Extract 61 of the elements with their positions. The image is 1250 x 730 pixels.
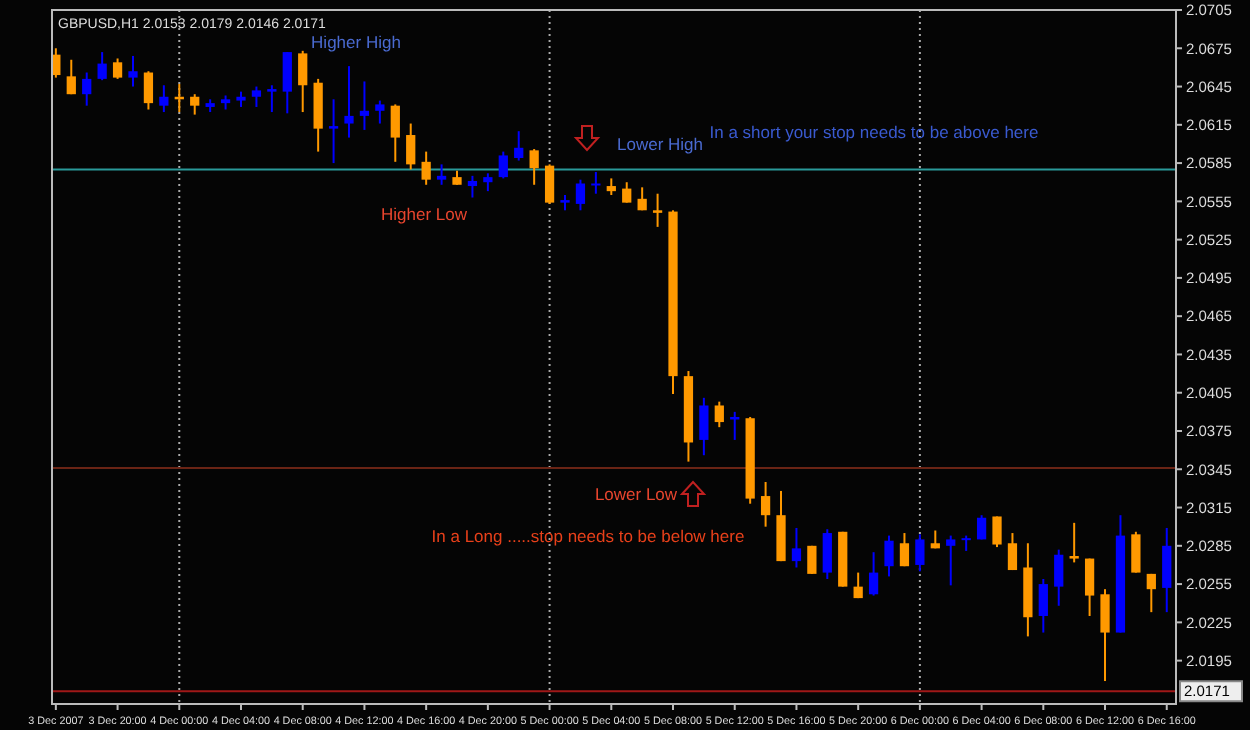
candlestick <box>159 84 169 114</box>
candlestick <box>575 178 586 212</box>
candlestick <box>328 98 339 165</box>
candlestick <box>1131 530 1141 574</box>
candlestick <box>251 85 262 108</box>
candlestick <box>1054 548 1064 607</box>
candlestick <box>915 533 925 573</box>
candlestick <box>436 163 447 186</box>
candlestick <box>853 571 863 600</box>
candlestick <box>344 65 354 139</box>
candlestick <box>82 71 92 107</box>
candlestick <box>359 80 370 131</box>
candlestick <box>529 148 539 186</box>
candlestick <box>375 99 385 125</box>
candlestick <box>791 526 802 569</box>
candlestick <box>421 150 431 186</box>
candlestick <box>514 130 524 162</box>
candlestick <box>190 93 200 116</box>
candlestick <box>884 534 894 578</box>
candlestick <box>776 489 786 563</box>
annotation: Lower High <box>617 133 704 154</box>
annotation: In a short your stop needs to be above here <box>709 121 1039 142</box>
candlestick <box>976 514 987 541</box>
candlestick <box>730 410 740 441</box>
candlestick <box>282 51 292 115</box>
candlestick <box>1162 526 1172 614</box>
candlestick <box>406 122 416 171</box>
candlestick <box>699 396 709 457</box>
candlestick <box>822 528 832 580</box>
annotation: Higher Low <box>381 203 469 224</box>
candlestick <box>714 400 724 429</box>
candlestick <box>622 181 632 204</box>
candlestick <box>66 58 76 96</box>
candlestick <box>128 54 138 88</box>
candlestick <box>313 77 323 153</box>
candlestick <box>1146 572 1156 614</box>
candlestick <box>1084 557 1095 617</box>
candlestick <box>652 192 663 228</box>
candlestick <box>544 163 555 205</box>
candlestick <box>467 174 478 199</box>
candlestick <box>498 150 508 180</box>
candlestick <box>390 103 400 163</box>
candlestick <box>899 532 910 568</box>
candlestick <box>267 84 277 114</box>
candlestick <box>946 534 956 587</box>
annotation: Higher High <box>311 31 402 52</box>
candlestick <box>97 51 107 82</box>
candlestick <box>868 551 879 597</box>
candlestick <box>143 70 154 111</box>
annotation: In a Long .....stop needs to be below here <box>431 525 745 546</box>
candlestick <box>1007 532 1018 572</box>
annotation: Lower Low <box>594 483 679 504</box>
candlestick <box>298 49 308 114</box>
candlestick <box>807 544 817 575</box>
candlestick <box>1100 588 1110 683</box>
candlestick <box>112 57 123 80</box>
candlestick <box>760 481 771 528</box>
candlestick <box>591 171 601 195</box>
candlestick <box>992 515 1002 549</box>
candlestick <box>1069 521 1079 564</box>
candlestick <box>1038 577 1048 634</box>
